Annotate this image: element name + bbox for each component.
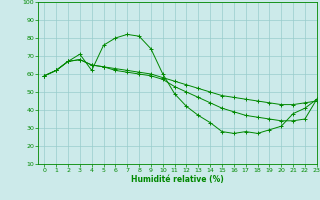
X-axis label: Humidité relative (%): Humidité relative (%): [131, 175, 224, 184]
